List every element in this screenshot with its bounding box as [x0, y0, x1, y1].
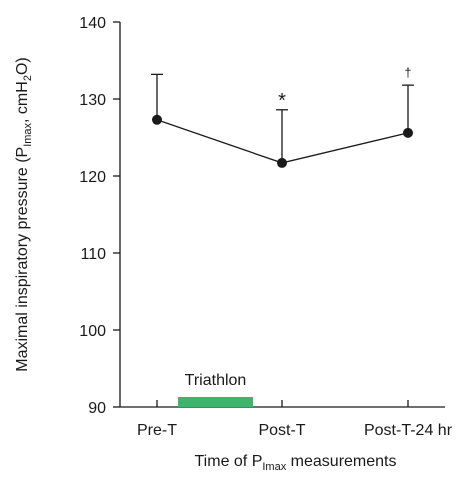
- y-title-sub-2: 2: [22, 75, 34, 81]
- x-title-part-3: measurements: [286, 453, 396, 470]
- y-tick-label-120: 120: [79, 169, 106, 186]
- x-tick-label-0: Pre-T: [137, 422, 177, 439]
- x-tick-label-1: Post-T: [258, 422, 305, 439]
- data-point-1: [277, 157, 287, 168]
- x-ticks: Pre-T Post-T Post-T-24 hr: [137, 400, 453, 439]
- y-title-sub-imax: Imax: [22, 122, 34, 146]
- axes: [119, 22, 445, 408]
- x-axis-title: Time of PImax measurements: [195, 453, 397, 473]
- y-tick-label-100: 100: [79, 323, 106, 340]
- y-axis-title: Maximal inspiratory pressure (PImax, cmH…: [14, 57, 34, 371]
- event-bar-group: Triathlon: [178, 372, 253, 407]
- y-title-part-5: O): [14, 57, 31, 75]
- data-points: [152, 114, 413, 168]
- y-tick-label-140: 140: [79, 15, 106, 32]
- x-title-sub-imax: Imax: [262, 461, 286, 473]
- event-bar: [178, 397, 253, 407]
- event-bar-label: Triathlon: [185, 372, 247, 389]
- y-ticks: 90 100 110 120 130 140: [79, 15, 120, 417]
- annotations: *†: [278, 65, 412, 112]
- y-title-part-3: , cmH: [14, 81, 31, 123]
- data-point-0: [152, 114, 162, 125]
- annotation-1: †: [404, 65, 411, 80]
- y-tick-label-90: 90: [88, 400, 106, 417]
- annotation-0: *: [278, 90, 286, 112]
- y-title-part-1: Maximal inspiratory pressure (P: [14, 147, 31, 372]
- data-point-2: [403, 127, 413, 138]
- x-tick-label-2: Post-T-24 hr: [364, 422, 453, 439]
- y-tick-label-130: 130: [79, 92, 106, 109]
- y-tick-label-110: 110: [80, 246, 106, 263]
- error-bars: [151, 73, 414, 163]
- x-title-part-1: Time of P: [195, 453, 263, 470]
